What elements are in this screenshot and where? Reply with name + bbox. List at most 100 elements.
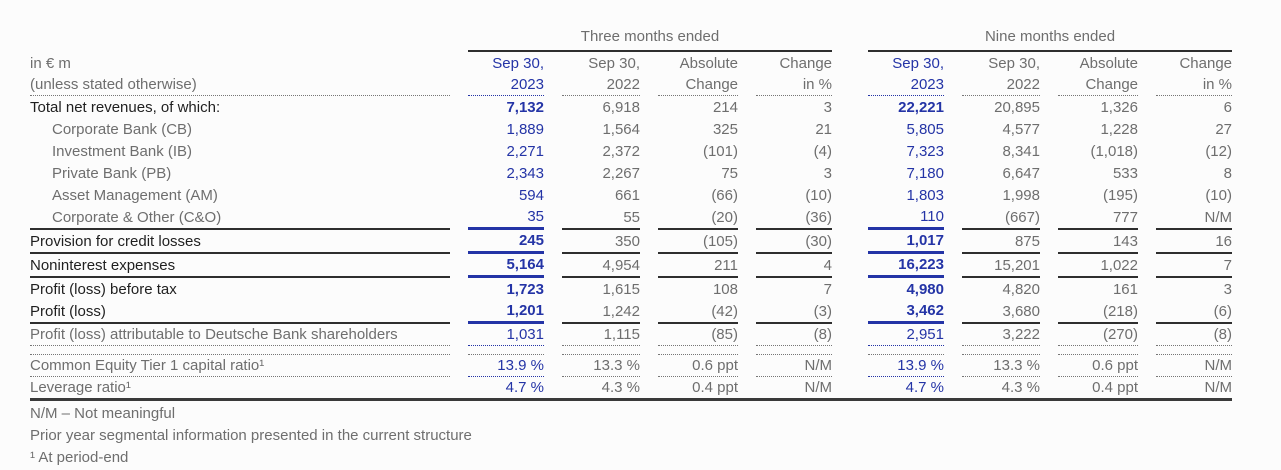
cell-value: (4)	[813, 143, 832, 160]
cell-value: 0.6 ppt	[658, 354, 738, 377]
cell-value: 7	[823, 281, 832, 298]
table-bottom-rule	[30, 398, 1232, 401]
cell-value: (30)	[756, 230, 832, 254]
cell-value: (105)	[658, 230, 738, 254]
spacer-row	[30, 346, 1232, 354]
table-row: Corporate & Other (C&O) 35 55 (20) (36) 110 (6…	[30, 206, 1232, 230]
table-row: Provision for credit losses 245 350 (105) (3…	[30, 230, 1232, 254]
cell-value: (270)	[1058, 324, 1138, 346]
cell-value: (42)	[658, 300, 738, 324]
footnote-nm: N/M – Not meaningful	[30, 405, 176, 422]
row-label: Profit (loss) attributable to Deutsche B…	[30, 324, 450, 346]
row-label: Profit (loss)	[30, 300, 450, 324]
cell-value: 143	[1058, 230, 1138, 254]
cell-value: 108	[712, 281, 738, 298]
cell-value: 1,228	[1100, 121, 1138, 138]
unit-label: in € m	[30, 55, 71, 72]
row-label: Corporate Bank (CB)	[52, 121, 193, 138]
group-header-three-months: Three months ended	[468, 26, 832, 52]
cell-value: 22,221	[898, 99, 944, 116]
cell-value: 0.4 ppt	[1092, 379, 1138, 396]
cell-value: 214	[712, 99, 738, 116]
cell-value: (218)	[1058, 300, 1138, 324]
table-row: Corporate Bank (CB) 1,889 1,564 325 21 5,805 4…	[30, 118, 1232, 140]
col-header: Absolute	[679, 55, 738, 72]
cell-value: 13.9 %	[868, 354, 944, 377]
cell-value: (10)	[1205, 187, 1232, 204]
cell-value: (8)	[756, 324, 832, 346]
col-header: 2022	[562, 74, 640, 96]
row-label: Investment Bank (IB)	[52, 143, 193, 160]
cell-value: 594	[518, 187, 544, 204]
cell-value: 1,201	[468, 300, 544, 324]
col-header: Sep 30,	[492, 55, 544, 72]
table-header: Three months ended Nine months ended in …	[30, 26, 1232, 96]
cell-value: 4.3 %	[601, 379, 640, 396]
table-row: Profit (loss) 1,201 1,242 (42) (3) 3,462 3,680…	[30, 300, 1232, 324]
cell-value: 1,998	[1002, 187, 1040, 204]
table-row: Asset Management (AM) 594 661 (66) (10) 1,803…	[30, 184, 1232, 206]
cell-value: 5,164	[468, 254, 544, 278]
cell-value: (36)	[756, 206, 832, 230]
footnotes: N/M – Not meaningful Prior year segmenta…	[30, 403, 1281, 469]
cell-value: 1,326	[1100, 99, 1138, 116]
cell-value: 2,951	[868, 324, 944, 346]
col-header: in %	[1156, 74, 1232, 96]
cell-value: 6,647	[1002, 165, 1040, 182]
cell-value: 20,895	[994, 99, 1040, 116]
row-label: Corporate & Other (C&O)	[30, 206, 450, 230]
col-header: Change	[779, 55, 832, 72]
table-row: Total net revenues, of which: 7,132 6,918 2…	[30, 96, 1232, 118]
group-header-row: Three months ended Nine months ended	[30, 26, 1232, 52]
col-header: Absolute	[1079, 55, 1138, 72]
results-table: Three months ended Nine months ended in …	[12, 26, 1250, 398]
row-label: Private Bank (PB)	[52, 165, 172, 182]
cell-value: 27	[1215, 121, 1232, 138]
cell-value: 7	[1156, 254, 1232, 278]
table-row: Private Bank (PB) 2,343 2,267 75 3 7,180 6,647…	[30, 162, 1232, 184]
cell-value: (85)	[658, 324, 738, 346]
cell-value: 7,132	[506, 99, 544, 116]
cell-value: (101)	[702, 143, 738, 160]
cell-value: N/M	[1204, 379, 1233, 396]
cell-value: (1,018)	[1090, 143, 1138, 160]
row-label: Total net revenues, of which:	[30, 99, 221, 116]
cell-value: N/M	[1156, 206, 1232, 230]
column-header-row-1: in € m Sep 30, Sep 30, Absolute Change S…	[30, 52, 1232, 74]
table-body-ratios: Common Equity Tier 1 capital ratio¹ 13.9 …	[30, 354, 1232, 398]
cell-value: 0.6 ppt	[1058, 354, 1138, 377]
row-label: Common Equity Tier 1 capital ratio¹	[30, 354, 450, 377]
cell-value: (12)	[1205, 143, 1232, 160]
group-header-nine-months: Nine months ended	[868, 26, 1232, 52]
col-header: Sep 30,	[988, 55, 1040, 72]
cell-value: N/M	[804, 379, 833, 396]
row-label: Noninterest expenses	[30, 254, 450, 278]
cell-value: 1,723	[506, 281, 544, 298]
cell-value: (66)	[711, 187, 738, 204]
cell-value: 6,918	[602, 99, 640, 116]
cell-value: 1,803	[906, 187, 944, 204]
row-label: Asset Management (AM)	[52, 187, 218, 204]
cell-value: 533	[1112, 165, 1138, 182]
cell-value: 55	[562, 206, 640, 230]
cell-value: N/M	[1156, 354, 1232, 377]
cell-value: 13.3 %	[562, 354, 640, 377]
cell-value: 2,267	[602, 165, 640, 182]
cell-value: 4,954	[562, 254, 640, 278]
cell-value: 1,115	[562, 324, 640, 346]
cell-value: (10)	[805, 187, 832, 204]
cell-value: 13.3 %	[962, 354, 1040, 377]
col-header: Change	[1058, 74, 1138, 96]
table-body-main: Total net revenues, of which: 7,132 6,918 2…	[30, 96, 1232, 346]
cell-value: (667)	[962, 206, 1040, 230]
col-header: Sep 30,	[892, 55, 944, 72]
cell-value: 661	[614, 187, 640, 204]
table-row: Profit (loss) attributable to Deutsche B…	[30, 324, 1232, 346]
cell-value: (8)	[1156, 324, 1232, 346]
row-label: Profit (loss) before tax	[30, 281, 177, 298]
cell-value: 4.7 %	[505, 379, 544, 396]
cell-value: (20)	[658, 206, 738, 230]
cell-value: 110	[868, 206, 944, 230]
col-header: Sep 30,	[588, 55, 640, 72]
